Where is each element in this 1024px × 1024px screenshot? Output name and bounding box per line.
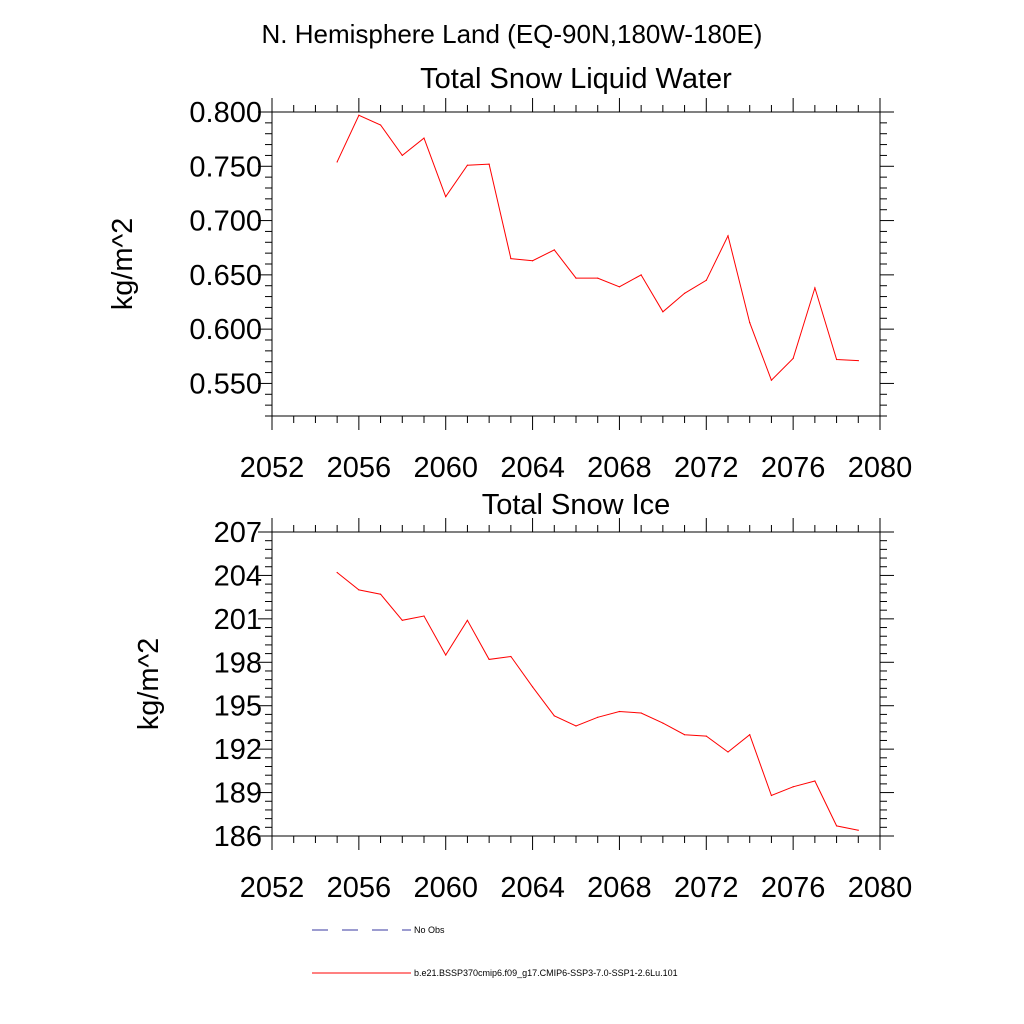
data-point [531,686,534,688]
x-tick-label: 2080 [848,872,913,904]
y-tick-label: 0.700 [189,206,262,238]
data-point [423,137,425,139]
chart-title: Total Snow Ice [482,489,671,521]
y-tick-label: 192 [214,734,262,766]
legend-label-model: b.e21.BSSP370cmip6.f09_g17.CMIP6-SSP3-7.… [414,968,678,978]
data-point [640,274,642,276]
series-line-1 [336,572,859,831]
y-tick-label: 204 [214,560,262,592]
data-point [705,279,707,281]
chart-title: Total Snow Liquid Water [420,63,732,95]
x-tick-label: 2076 [761,872,826,904]
x-tick-label: 2060 [413,872,478,904]
data-point [488,163,490,165]
y-tick-label: 201 [214,604,262,636]
data-point [358,589,360,591]
data-point [336,161,338,163]
data-point [336,571,338,574]
data-point [488,658,490,660]
data-point [749,322,751,324]
data-point [575,725,577,727]
data-point [597,716,599,718]
data-point [683,292,686,294]
data-point [575,277,577,279]
data-point [705,735,707,737]
data-point [553,249,555,251]
data-point [553,715,555,717]
x-tick-label: 2072 [674,452,739,484]
legend: No Obs b.e21.BSSP370cmip6.f09_g17.CMIP6-… [312,925,678,978]
x-tick-label: 2072 [674,872,739,904]
x-tick-label: 2052 [240,452,305,484]
chart-panel-1: Total Snow Liquid Water kg/m^2 2052 2056 206… [107,63,912,484]
x-tick-label: 2056 [327,452,392,484]
data-point [358,114,360,116]
plot-frame [271,531,881,837]
data-point [662,722,664,724]
chart-panel-2: Total Snow Ice kg/m^2 2052 2056 2060 2064 2068… [133,489,912,904]
data-point [510,257,512,260]
y-tick-label: 195 [214,691,262,723]
plot-frame [271,111,881,417]
data-point [531,260,534,262]
data-point [814,780,816,782]
data-point [379,593,382,595]
y-tick-label: 0.800 [189,97,262,129]
y-tick-label: 0.600 [189,314,262,346]
data-point [727,751,729,753]
data-point [401,619,403,621]
data-point [597,277,599,279]
x-tick-label: 2056 [327,872,392,904]
x-tick-label: 2052 [240,872,305,904]
data-point [857,829,859,831]
x-tick-label: 2064 [500,872,565,904]
data-point [466,164,469,166]
y-tick-label: 189 [214,778,262,810]
data-point [618,710,621,713]
x-tick-label: 2080 [848,452,913,484]
y-axis-label: kg/m^2 [133,638,165,731]
data-point [770,794,773,797]
data-point [683,734,686,736]
data-point [379,124,382,126]
x-tick-label: 2060 [413,452,478,484]
data-point [814,287,816,289]
data-point [727,235,729,237]
figure-title: N. Hemisphere Land (EQ-90N,180W-180E) [262,19,763,49]
data-point [445,196,447,198]
series-line-1 [336,114,859,382]
data-point [792,357,794,360]
data-point [401,154,403,157]
y-tick-label: 0.550 [189,368,262,400]
data-point [510,655,512,658]
data-point [835,358,838,361]
data-point [640,712,642,714]
y-tick-label: 207 [214,517,262,549]
x-tick-label: 2064 [500,452,565,484]
data-point [445,654,447,656]
data-point [835,825,838,827]
data-point [618,286,621,288]
data-point [662,311,664,313]
x-tick-label: 2068 [587,452,652,484]
data-point [770,379,773,381]
data-point [749,734,751,736]
x-tick-label: 2068 [587,872,652,904]
data-point [423,615,425,617]
legend-label-no-obs: No Obs [414,925,445,935]
y-axis-label: kg/m^2 [107,218,139,311]
x-tick-label: 2076 [761,452,826,484]
y-tick-label: 0.650 [189,260,262,292]
data-point [792,786,794,788]
data-point [466,619,469,621]
y-tick-label: 186 [214,821,262,853]
y-tick-label: 198 [214,647,262,679]
data-point [857,360,859,362]
y-tick-label: 0.750 [189,151,262,183]
